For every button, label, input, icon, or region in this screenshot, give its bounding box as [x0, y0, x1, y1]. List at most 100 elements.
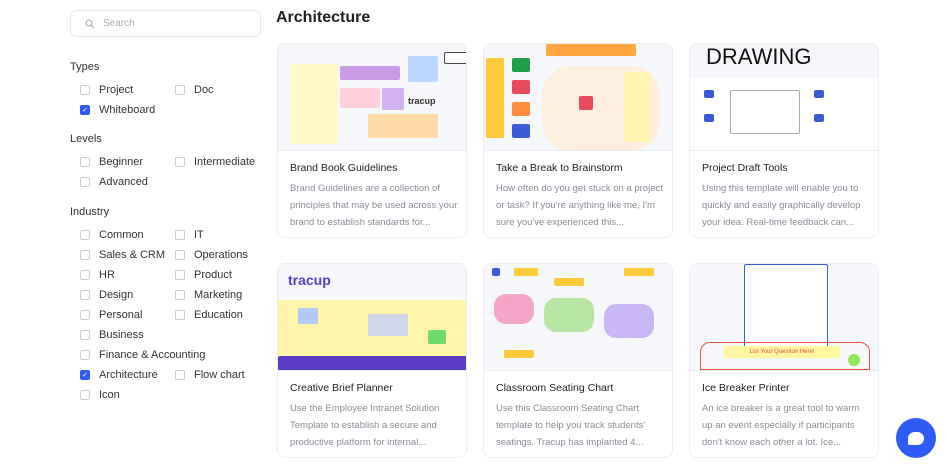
checkbox-label: Project	[99, 84, 134, 96]
card-title: Classroom Seating Chart	[496, 382, 614, 394]
checkbox-label: Product	[194, 269, 232, 281]
checkbox-box[interactable]	[175, 270, 185, 280]
template-thumbnail: DRAWING	[690, 44, 878, 151]
thumb-text: tracup	[288, 272, 331, 288]
checkbox-common[interactable]: Common	[80, 229, 144, 241]
checkbox-marketing[interactable]: Marketing	[175, 289, 242, 301]
card-description: How often do you get stuck on a project …	[496, 183, 663, 228]
template-card[interactable]: List Your Question Here! Ice Breaker Prin…	[689, 263, 879, 458]
checkbox-label: Education	[194, 309, 243, 321]
checkbox-education[interactable]: Education	[175, 309, 243, 321]
template-thumbnail	[484, 44, 672, 151]
page-title: Architecture	[276, 9, 371, 26]
checkbox-label: Marketing	[194, 289, 243, 301]
checkbox-label: Whiteboard	[99, 104, 156, 116]
checkbox-box[interactable]	[175, 310, 185, 320]
checkbox-advanced[interactable]: Advanced	[80, 176, 148, 188]
checkbox-operations[interactable]: Operations	[175, 249, 248, 261]
template-thumbnail: List Your Question Here!	[690, 264, 878, 371]
filter-section-industry: Industry	[70, 206, 110, 218]
thumb-text: List Your Question Here!	[724, 346, 840, 358]
chat-button[interactable]	[896, 418, 936, 458]
checkbox-label: HR	[99, 269, 115, 281]
checkbox-project[interactable]: Project	[80, 84, 133, 96]
checkbox-whiteboard[interactable]: ✓ Whiteboard	[80, 104, 155, 116]
checkbox-label: Doc	[194, 84, 214, 96]
checkbox-label: Finance & Accounting	[99, 349, 206, 361]
checkbox-it[interactable]: IT	[175, 229, 204, 241]
checkbox-box[interactable]	[80, 85, 90, 95]
checkbox-label: Design	[99, 289, 134, 301]
card-description: Use this Classroom Seating Chart templat…	[496, 403, 646, 448]
checkbox-box[interactable]	[80, 290, 90, 300]
template-card[interactable]: Take a Break to Brainstorm How often do y…	[483, 43, 673, 238]
card-title: Project Draft Tools	[702, 162, 788, 174]
checkbox-box[interactable]	[175, 85, 185, 95]
checkbox-label: Sales & CRM	[99, 249, 166, 261]
checkbox-label: Common	[99, 229, 144, 241]
checkbox-label: Advanced	[99, 176, 148, 188]
checkbox-box[interactable]	[80, 390, 90, 400]
checkbox-architecture[interactable]: ✓ Architecture	[80, 369, 158, 381]
card-title: Brand Book Guidelines	[290, 162, 398, 174]
checkbox-label: Operations	[194, 249, 248, 261]
checkbox-box[interactable]	[175, 157, 185, 167]
checkbox-beginner[interactable]: Beginner	[80, 156, 143, 168]
search-input[interactable]	[103, 18, 243, 29]
checkbox-box[interactable]	[80, 250, 90, 260]
template-card[interactable]: tracup Brand Book Guidelines Brand Guideli…	[277, 43, 467, 238]
checkbox-hr[interactable]: HR	[80, 269, 115, 281]
filter-section-types: Types	[70, 61, 100, 73]
checkbox-box[interactable]: ✓	[80, 105, 90, 115]
checkbox-box[interactable]	[80, 310, 90, 320]
checkbox-label: Business	[99, 329, 144, 341]
checkbox-doc[interactable]: Doc	[175, 84, 214, 96]
checkbox-icon[interactable]: Icon	[80, 389, 120, 401]
checkbox-design[interactable]: Design	[80, 289, 133, 301]
checkbox-box[interactable]	[80, 350, 90, 360]
checkbox-box[interactable]	[175, 290, 185, 300]
checkbox-business[interactable]: Business	[80, 329, 144, 341]
checkbox-label: Intermediate	[194, 156, 256, 168]
template-card[interactable]: tracup Creative Brief Planner Use the Empl…	[277, 263, 467, 458]
template-thumbnail: tracup	[278, 44, 466, 151]
checkbox-box[interactable]	[175, 250, 185, 260]
checkbox-label: Architecture	[99, 369, 158, 381]
checkbox-sales-crm[interactable]: Sales & CRM	[80, 249, 165, 261]
card-title: Creative Brief Planner	[290, 382, 393, 394]
checkbox-label: Beginner	[99, 156, 144, 168]
thumb-text: tracup	[408, 96, 436, 106]
checkbox-box[interactable]	[175, 230, 185, 240]
checkbox-personal[interactable]: Personal	[80, 309, 142, 321]
template-card[interactable]: Classroom Seating Chart Use this Classroo…	[483, 263, 673, 458]
search-input-wrapper[interactable]	[70, 10, 261, 37]
filter-section-levels: Levels	[70, 133, 102, 145]
checkbox-box[interactable]: ✓	[80, 370, 90, 380]
checkbox-label: Personal	[99, 309, 143, 321]
checkbox-product[interactable]: Product	[175, 269, 232, 281]
checkbox-box[interactable]	[80, 330, 90, 340]
checkbox-box[interactable]	[80, 230, 90, 240]
template-thumbnail	[484, 264, 672, 371]
card-description: Using this template will enable you to q…	[702, 183, 861, 228]
template-thumbnail: tracup	[278, 264, 466, 371]
chat-bubble-icon	[908, 431, 924, 445]
checkbox-label: Flow chart	[194, 369, 245, 381]
search-icon	[85, 18, 95, 28]
checkbox-intermediate[interactable]: Intermediate	[175, 156, 255, 168]
card-title: Take a Break to Brainstorm	[496, 162, 623, 174]
checkbox-flow-chart[interactable]: Flow chart	[175, 369, 245, 381]
checkbox-box[interactable]	[80, 270, 90, 280]
card-description: An ice breaker is a great tool to warm u…	[702, 403, 860, 448]
thumb-text: DRAWING	[706, 44, 812, 69]
checkbox-label: IT	[194, 229, 204, 241]
card-description: Brand Guidelines are a collection of pri…	[290, 183, 458, 228]
checkbox-box[interactable]	[80, 177, 90, 187]
card-title: Ice Breaker Printer	[702, 382, 790, 394]
template-card[interactable]: DRAWING Project Draft Tools Using this tem…	[689, 43, 879, 238]
checkbox-box[interactable]	[80, 157, 90, 167]
card-description: Use the Employee Intranet Solution Templ…	[290, 403, 440, 448]
checkbox-box[interactable]	[175, 370, 185, 380]
checkbox-finance-accounting[interactable]: Finance & Accounting	[80, 349, 205, 361]
checkbox-label: Icon	[99, 389, 120, 401]
